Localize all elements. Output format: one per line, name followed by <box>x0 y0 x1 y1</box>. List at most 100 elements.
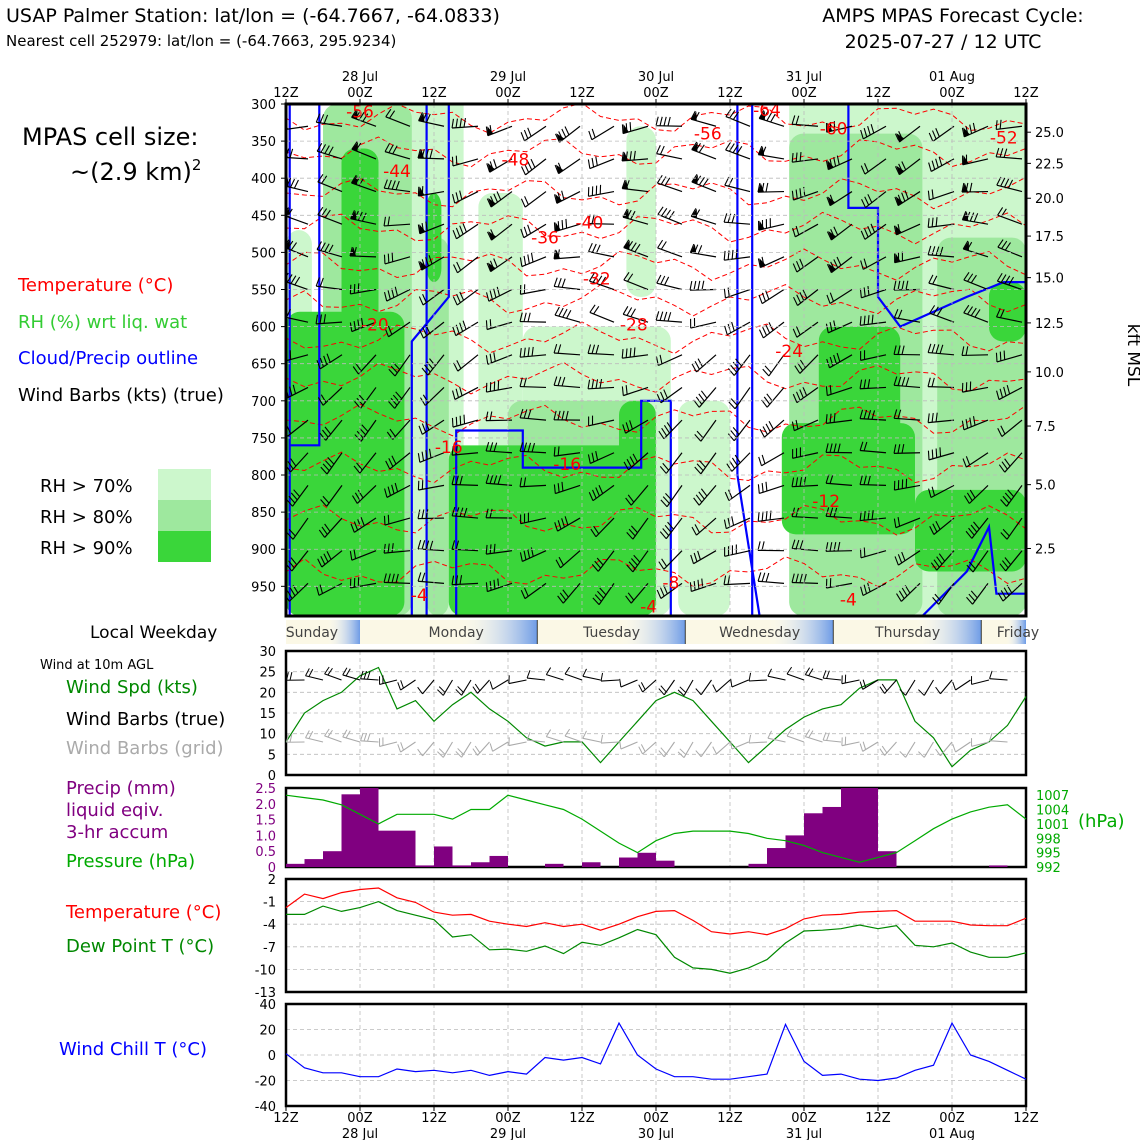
wind-barb-feather <box>626 307 633 316</box>
surface-wind-barb <box>879 741 897 756</box>
wind-barb-feather <box>860 230 866 240</box>
wind-barb-feather <box>421 451 425 461</box>
wind-barb <box>419 387 445 406</box>
wind-barb-feather <box>459 291 465 301</box>
wind-barb-feather <box>932 597 940 605</box>
wind-barb-feather <box>429 149 433 159</box>
surface-wind-barb-shaft <box>620 741 638 750</box>
pressure-tick-label: 700 <box>251 395 276 410</box>
kft-axis-label: kft MSL <box>1123 324 1140 387</box>
surface-wind-barb-feather <box>899 689 906 696</box>
wind-barb-feather <box>859 475 863 485</box>
wind-barb-feather <box>630 525 638 534</box>
wind-barb-feather <box>657 206 664 215</box>
wind-barb-feather <box>795 152 798 162</box>
wind-barb-feather <box>463 414 466 424</box>
temperature-label: -48 <box>502 151 530 171</box>
wind-barb <box>759 419 785 438</box>
wind-barb-feather <box>557 376 562 386</box>
wind-barb-feather <box>591 452 595 462</box>
surface-wind-barb-feather <box>438 748 446 755</box>
wind-barb <box>452 289 479 306</box>
wind-barb-feather <box>591 563 599 572</box>
surface-wind-barb-shaft <box>716 679 731 693</box>
wind-barb-feather <box>621 386 624 396</box>
wind-barb-feather <box>660 241 667 250</box>
surface-wind-barb-feather <box>971 738 973 747</box>
surface-wind-barb <box>748 734 768 744</box>
wind-barb-feather <box>690 208 697 217</box>
wind-barb-pennant <box>556 133 565 143</box>
wind-barb-feather <box>829 507 834 517</box>
wind-barb-pennant <box>896 133 905 143</box>
wind-barb-feather <box>664 276 670 286</box>
wind-barb <box>417 221 445 235</box>
surface-wind-barb-feather <box>474 745 481 754</box>
wind-barb-feather <box>385 108 392 118</box>
wind-barb-feather <box>765 182 769 193</box>
y-tick-label-right: 998 <box>1036 832 1061 847</box>
cloud-outline <box>847 104 1026 328</box>
wind-barb-pennant <box>350 210 357 220</box>
time-tick-label-bottom: 00Z <box>643 1111 669 1126</box>
wind-barb <box>317 206 343 225</box>
wind-barb <box>626 517 649 540</box>
wind-barb-feather <box>353 320 357 331</box>
weekday-segment-shade <box>360 620 538 644</box>
wind-barb-feather <box>693 280 697 291</box>
wind-barb-feather <box>599 379 603 389</box>
surface-wind-barb <box>989 670 1008 681</box>
wind-barb-feather <box>863 350 866 360</box>
wind-barb-feather <box>663 311 668 321</box>
local-weekday-label: Local Weekday <box>90 623 217 643</box>
surface-wind-barb <box>804 667 823 681</box>
wind-barb <box>417 572 445 584</box>
wind-barb <box>928 484 955 499</box>
temperature-contour <box>286 104 1026 134</box>
wind-barb-feather <box>349 551 353 561</box>
surface-wind-barb-shaft <box>461 741 472 758</box>
wind-barb <box>316 241 343 258</box>
precip-bar <box>656 860 675 867</box>
wind-barb-feather <box>629 456 635 465</box>
wind-barb-feather <box>599 587 607 596</box>
wind-barb-feather <box>901 345 905 355</box>
wind-barb-feather <box>596 557 604 566</box>
wind-barb <box>859 409 887 421</box>
wind-barb-feather <box>999 388 1004 398</box>
wind-barb-feather <box>319 314 322 324</box>
surface-wind-barb-feather <box>899 751 906 758</box>
wind-barb-feather <box>995 147 1000 157</box>
wind-barb <box>350 516 377 533</box>
wind-barb-feather <box>689 582 692 592</box>
surface-wind-barb-feather <box>327 729 333 738</box>
wind-barb <box>623 239 649 258</box>
wind-barb-feather <box>656 394 662 403</box>
legend-rh90-swatch <box>158 531 211 562</box>
wind-barb-feather <box>793 296 799 306</box>
wind-barb-feather <box>595 451 599 461</box>
wind-barb-feather <box>867 125 871 136</box>
surface-wind-barb-shaft <box>663 679 675 696</box>
wind-barb-feather <box>527 512 529 522</box>
wind-barb <box>859 314 887 326</box>
wind-barb-feather <box>462 320 467 330</box>
wind-barb <box>451 506 479 519</box>
wind-barb <box>588 242 615 258</box>
date-label-top: 29 Jul <box>490 70 526 85</box>
wind-barb-feather <box>625 385 628 395</box>
wind-barb-feather <box>553 222 556 232</box>
wind-barb-feather <box>428 255 433 265</box>
precip-bar <box>748 863 767 867</box>
wind-barb-feather <box>588 242 593 252</box>
surface-wind-barb-shaft <box>360 678 379 681</box>
wind-barb-feather <box>317 174 324 183</box>
wind-barb-feather <box>927 343 932 353</box>
wind-barb <box>384 143 411 160</box>
surface-wind-barb-shaft <box>564 735 583 743</box>
wind-barb-feather <box>561 278 566 288</box>
wind-barb-feather <box>315 314 318 324</box>
surface-wind-barb-feather <box>730 740 733 750</box>
wind-barb-feather <box>736 146 743 155</box>
wind-barb-feather <box>459 386 463 396</box>
